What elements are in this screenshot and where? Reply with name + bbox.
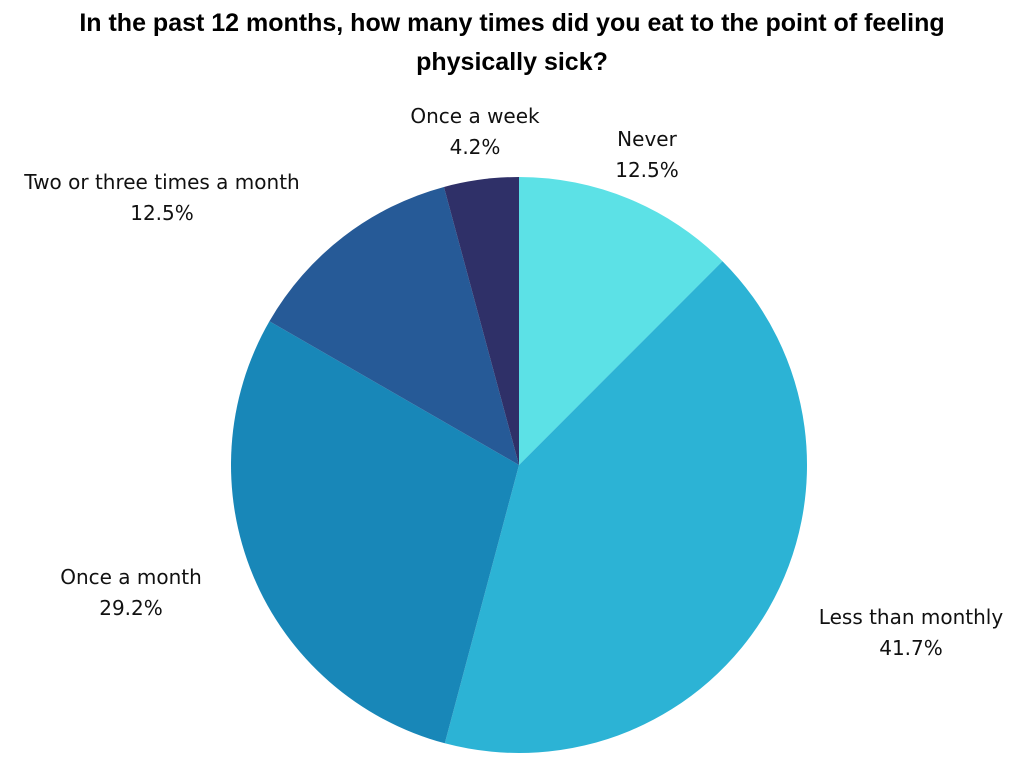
pie-slice-once-a-month xyxy=(230,321,519,744)
slice-label-once-a-week-name: Once a week xyxy=(410,104,540,128)
slice-label-never-percent: 12.5% xyxy=(615,158,679,182)
chart-title: In the past 12 months, how many times di… xyxy=(0,4,1024,82)
chart-title-line-2: physically sick? xyxy=(416,48,608,76)
slice-label-never-name: Never xyxy=(617,127,677,151)
pie-slices xyxy=(230,177,808,753)
slice-label-once-a-month-percent: 29.2% xyxy=(99,596,163,620)
pie-slice-less-than-monthly xyxy=(444,261,808,753)
pie-slice-once-a-week xyxy=(443,177,519,465)
slice-label-once-a-month: Once a month 29.2% xyxy=(60,562,202,624)
pie-slice-never xyxy=(519,177,723,465)
slice-label-less-than-monthly-name: Less than monthly xyxy=(818,605,1004,629)
slice-label-two-or-three-times-a-month-name: Two or three times a month xyxy=(24,170,300,194)
slice-label-never: Never 12.5% xyxy=(615,124,679,186)
slice-label-less-than-monthly-percent: 41.7% xyxy=(879,636,943,660)
slice-label-once-a-week: Once a week 4.2% xyxy=(410,101,539,163)
slice-label-once-a-week-percent: 4.2% xyxy=(449,135,501,159)
slice-label-two-or-three-times-a-month: Two or three times a month 12.5% xyxy=(24,167,299,229)
slice-label-once-a-month-name: Once a month xyxy=(60,565,202,589)
chart-title-line-1: In the past 12 months, how many times di… xyxy=(79,9,945,37)
slice-label-two-or-three-times-a-month-percent: 12.5% xyxy=(130,201,194,225)
slice-label-less-than-monthly: Less than monthly 41.7% xyxy=(819,602,1003,664)
pie-slice-two-or-three-times-a-month xyxy=(269,186,519,465)
